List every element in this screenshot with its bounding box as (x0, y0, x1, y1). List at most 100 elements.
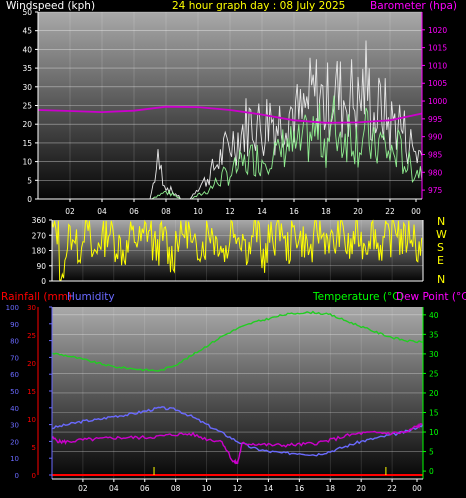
rainfall-y-tick-label: 25 (27, 332, 36, 340)
rainfall-y-tick-label: 15 (27, 388, 36, 396)
barometer-y-tick-label: 990 (428, 133, 443, 142)
compass-label-n-top: N (437, 215, 445, 228)
temperature-x-tick-label: 10 (202, 484, 212, 493)
barometer-y-tick-label: 985 (428, 150, 443, 159)
wind-x-tick-label: 22 (385, 207, 395, 216)
wind-x-tick-label: 16 (289, 207, 299, 216)
wind-y-tick-label: 25 (22, 102, 32, 111)
direction-y-tick-label: 90 (36, 262, 46, 271)
wind-x-tick-label: 10 (193, 207, 203, 216)
direction-y-tick-label: 0 (41, 277, 46, 286)
humidity-y-tick-label: 30 (10, 422, 19, 430)
wind-y-tick-label: 30 (22, 83, 32, 92)
temperature-series (51, 310, 424, 476)
humidity-y-tick-label: 80 (10, 338, 19, 346)
barometer-y-tick-label: 1000 (428, 97, 447, 106)
humidity-y-tick-label: 70 (10, 354, 19, 362)
temperature-x-tick-label: 18 (325, 484, 335, 493)
humidity-line (51, 406, 424, 457)
temperature-axes: 0510152025300102030405060708090100051015… (6, 304, 439, 493)
barometer-y-tick-label: 1015 (428, 44, 447, 53)
wind-y-tick-label: 40 (22, 45, 32, 54)
compass-label-s: S (437, 241, 444, 254)
direction-y-tick-label: 180 (32, 247, 47, 256)
barometer-y-tick-label: 995 (428, 115, 443, 124)
temperature-x-tick-label: 22 (387, 484, 397, 493)
compass-label-e: E (437, 254, 444, 267)
humidity-y-tick-label: 40 (10, 405, 19, 413)
wind-x-tick-label: 00 (411, 207, 421, 216)
wind-y-tick-label: 5 (27, 176, 32, 185)
temperature-x-tick-label: 06 (140, 484, 150, 493)
direction-axes: 0 90 180 270 360 (32, 216, 424, 286)
temperature-x-tick-label: 08 (171, 484, 181, 493)
temperature-y-tick-label: 35 (429, 330, 439, 339)
temperature-y-tick-label: 25 (429, 369, 439, 378)
direction-y-tick-label: 270 (32, 231, 47, 240)
wind-x-tick-label: 08 (161, 207, 171, 216)
temperature-x-tick-label: 12 (233, 484, 243, 493)
rainfall-y-tick-label: 10 (27, 416, 36, 424)
temperature-x-tick-label: 00 (412, 484, 422, 493)
temperature-y-tick-label: 15 (429, 408, 439, 417)
temperature-x-tick-label: 02 (78, 484, 88, 493)
rainfall-y-tick-label: 20 (27, 360, 36, 368)
chart-title: 24 hour graph day : 08 July 2025 (172, 0, 345, 12)
temperature-y-tick-label: 30 (429, 350, 439, 359)
barometer-axis-title: Barometer (hpa) (370, 0, 457, 12)
humidity-axis-title: Humidity (67, 291, 115, 303)
wind-direction-line (51, 219, 423, 281)
temperature-x-tick-label: 04 (109, 484, 119, 493)
barometer-y-tick-label: 1020 (428, 26, 447, 35)
direction-y-tick-label: 360 (32, 216, 47, 225)
wind-y-tick-label: 20 (22, 120, 32, 129)
temperature-gridlines (52, 307, 423, 479)
wind-y-tick-label: 0 (27, 195, 32, 204)
temperature-y-tick-label: 0 (429, 467, 434, 476)
dewpoint-line (51, 423, 424, 465)
temperature-y-tick-label: 20 (429, 389, 439, 398)
barometer-y-tick-label: 980 (428, 168, 443, 177)
temperature-y-tick-label: 5 (429, 448, 434, 457)
wind-y-tick-label: 50 (22, 8, 32, 17)
temperature-x-tick-label: 16 (295, 484, 305, 493)
temperature-x-tick-label: 14 (264, 484, 274, 493)
wind-x-tick-label: 02 (65, 207, 75, 216)
humidity-y-tick-label: 60 (10, 371, 19, 379)
dewpoint-axis-title: Dew Point (°C) (396, 291, 466, 303)
temperature-y-tick-label: 10 (429, 428, 439, 437)
wind-x-tick-label: 14 (257, 207, 267, 216)
humidity-y-tick-label: 20 (10, 438, 19, 446)
humidity-y-tick-label: 50 (10, 388, 19, 396)
wind-x-tick-label: 06 (129, 207, 139, 216)
temperature-y-tick-label: 40 (429, 311, 439, 320)
wind-x-tick-label: 18 (321, 207, 331, 216)
wind-x-tick-label: 20 (353, 207, 363, 216)
barometer-y-tick-label: 975 (428, 186, 443, 195)
barometer-y-tick-label: 1005 (428, 79, 447, 88)
rainfall-y-tick-label: 30 (27, 304, 36, 312)
direction-series (51, 219, 423, 281)
wind-y-tick-label: 45 (22, 27, 32, 36)
wind-y-tick-label: 10 (22, 158, 32, 167)
humidity-y-tick-label: 90 (10, 321, 19, 329)
compass-labels: N W S E N (436, 215, 447, 286)
barometer-line (37, 105, 423, 124)
temperature-x-tick-label: 20 (356, 484, 366, 493)
rainfall-y-tick-label: 0 (32, 472, 36, 480)
rainfall-axis-title: Rainfall (mm) (1, 291, 72, 303)
wind-x-tick-label: 12 (225, 207, 235, 216)
wind-x-tick-label: 04 (97, 207, 107, 216)
compass-label-w: W (436, 228, 447, 241)
wind-y-tick-label: 35 (22, 64, 32, 73)
direction-plot-area (52, 220, 423, 281)
wind-axis-title: Windspeed (kph) (6, 0, 95, 12)
wind-axes: 0510152025303540455097598098599099510001… (22, 8, 447, 216)
barometer-y-tick-label: 1010 (428, 61, 447, 70)
temperature-plot-area (52, 307, 423, 479)
wind-gridlines (38, 11, 422, 199)
humidity-y-tick-label: 0 (15, 472, 19, 480)
temperature-axis-title: Temperature (°C) (312, 291, 404, 303)
humidity-y-tick-label: 10 (10, 455, 19, 463)
